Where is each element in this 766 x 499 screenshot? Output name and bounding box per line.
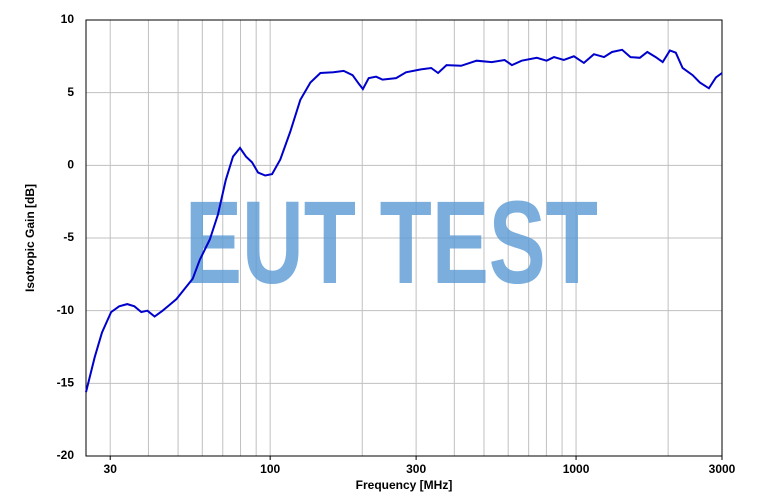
watermark: EUT TEST bbox=[185, 177, 598, 309]
y-tick-label: -5 bbox=[63, 230, 74, 244]
y-axis-label: Isotropic Gain [dB] bbox=[23, 184, 37, 292]
y-tick-label: -15 bbox=[57, 376, 75, 390]
x-tick-label: 30 bbox=[104, 462, 118, 476]
y-tick-label: 5 bbox=[67, 85, 74, 99]
y-tick-label: 0 bbox=[67, 158, 74, 172]
plot-frame bbox=[85, 19, 723, 457]
x-tick-label: 100 bbox=[260, 462, 280, 476]
y-tick-label: -20 bbox=[57, 448, 75, 462]
x-axis-label: Frequency [MHz] bbox=[356, 478, 453, 492]
y-tick-label: -10 bbox=[57, 303, 75, 317]
x-tick-label: 300 bbox=[406, 462, 426, 476]
x-tick-label: 1000 bbox=[563, 462, 590, 476]
data-line bbox=[85, 48, 723, 393]
x-tick-label: 3000 bbox=[709, 462, 736, 476]
y-tick-label: 10 bbox=[61, 12, 75, 26]
